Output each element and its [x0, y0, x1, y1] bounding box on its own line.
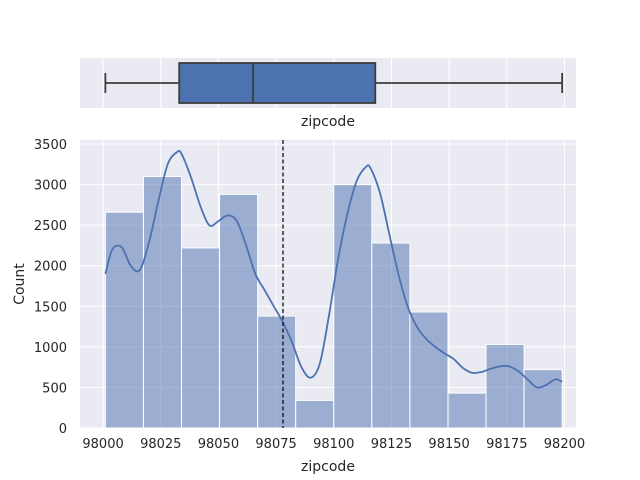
y-tick-label: 0 [59, 422, 67, 437]
x-axis-label: zipcode [301, 459, 355, 475]
x-tick-label: 98000 [82, 437, 123, 452]
boxplot-marks [104, 62, 564, 104]
x-tick-label: 98025 [140, 437, 181, 452]
y-axis-label: Count [12, 263, 28, 305]
kde-line [104, 149, 563, 389]
boxplot-panel: zipcode [80, 58, 576, 130]
y-tick-label: 3000 [34, 179, 67, 194]
histogram-bar [333, 184, 373, 429]
x-tick-label: 98050 [198, 437, 239, 452]
histogram-bar [142, 176, 183, 429]
y-tick-label: 500 [42, 381, 67, 396]
y-tick-labels: 0 500 1000 1500 2000 2500 3000 3500 [34, 138, 67, 437]
y-tick-label: 2000 [34, 260, 67, 275]
histogram-bar [447, 392, 487, 429]
histogram-bar [181, 247, 221, 429]
y-tick-label: 2500 [34, 219, 67, 234]
x-tick-label: 98200 [544, 437, 585, 452]
histogram-panel: 98000 98025 98050 98075 98100 98125 98150 98175… [12, 138, 585, 475]
x-tick-label: 98150 [428, 437, 469, 452]
y-tick-label: 3500 [34, 138, 67, 153]
y-tick-label: 1500 [34, 300, 67, 315]
histogram-bars [104, 176, 563, 429]
histogram-bar [104, 211, 144, 429]
x-tick-label: 98100 [313, 437, 354, 452]
histogram-bar [523, 369, 563, 429]
x-tick-label: 98125 [371, 437, 412, 452]
box-iqr [178, 62, 377, 104]
x-tick-labels: 98000 98025 98050 98075 98100 98125 98150 98175… [82, 437, 585, 452]
histogram-bar [295, 399, 335, 429]
histogram-bar [257, 315, 297, 429]
y-tick-label: 1000 [34, 341, 67, 356]
histogram-bar [371, 242, 411, 429]
boxplot-x-axis-label: zipcode [301, 114, 355, 130]
x-tick-label: 98075 [255, 437, 296, 452]
histogram-bar [485, 343, 525, 429]
histogram-bar [409, 311, 449, 429]
x-tick-label: 98175 [486, 437, 527, 452]
histogram-bar [219, 193, 259, 429]
